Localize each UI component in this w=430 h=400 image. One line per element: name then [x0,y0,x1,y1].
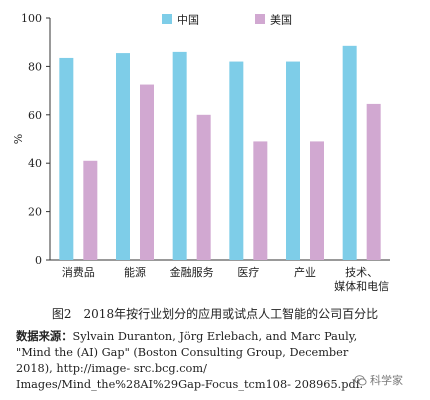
source-text: Sylvain Duranton, Jörg Erlebach, and Mar… [16,330,364,391]
y-axis-label: % [12,134,25,144]
bar-china [286,61,300,261]
x-tick-label: 消费品 [62,265,95,279]
chart-svg: 0 20 40 60 80 100% 消费品 能源 金融服务 医疗 产业 技术、媒体和电信 中国 美国 [12,12,390,293]
legend-swatch-usa [255,14,265,24]
legend-label-usa: 美国 [270,14,292,27]
bar-china [342,45,357,260]
bar-usa [196,114,211,260]
watermark-text: 科学家 [370,374,403,387]
bar-china [116,53,130,261]
y-tick-label: 0 [35,254,42,267]
y-tick-label: 20 [28,206,42,219]
x-tick-label: 技术、媒体和电信 [334,266,389,293]
source-label: 数据来源： [16,329,73,343]
x-tick-label: 金融服务 [170,265,214,279]
bar-usa [83,160,98,260]
data-source: 数据来源：Sylvain Duranton, Jörg Erlebach, an… [16,328,386,393]
bar-usa [253,141,268,260]
y-tick-label: 100 [21,12,42,25]
y-tick-label: 60 [28,109,42,122]
y-tick-label: 40 [28,157,42,170]
legend-swatch-china [162,14,172,24]
x-tick-label: 能源 [124,265,146,279]
y-tick-label: 80 [28,60,42,73]
bar-usa [140,84,154,260]
bar-usa [310,141,324,260]
figure-caption: 图2 2018年按行业划分的应用或试点人工智能的公司百分比 [51,307,379,321]
bar-china [59,57,74,261]
bar-chart: 0 20 40 60 80 100% 消费品 能源 金融服务 医疗 产业 技术、媒体和电信 中国 美国 [12,12,390,293]
watermark: 科学家 [354,372,403,388]
bar-usa [366,103,381,260]
x-tick-label: 医疗 [237,265,259,279]
wechat-icon [354,374,367,385]
bar-china [172,51,187,260]
bar-china [229,61,244,261]
legend-label-china: 中国 [177,14,199,27]
x-tick-label: 产业 [294,265,316,279]
